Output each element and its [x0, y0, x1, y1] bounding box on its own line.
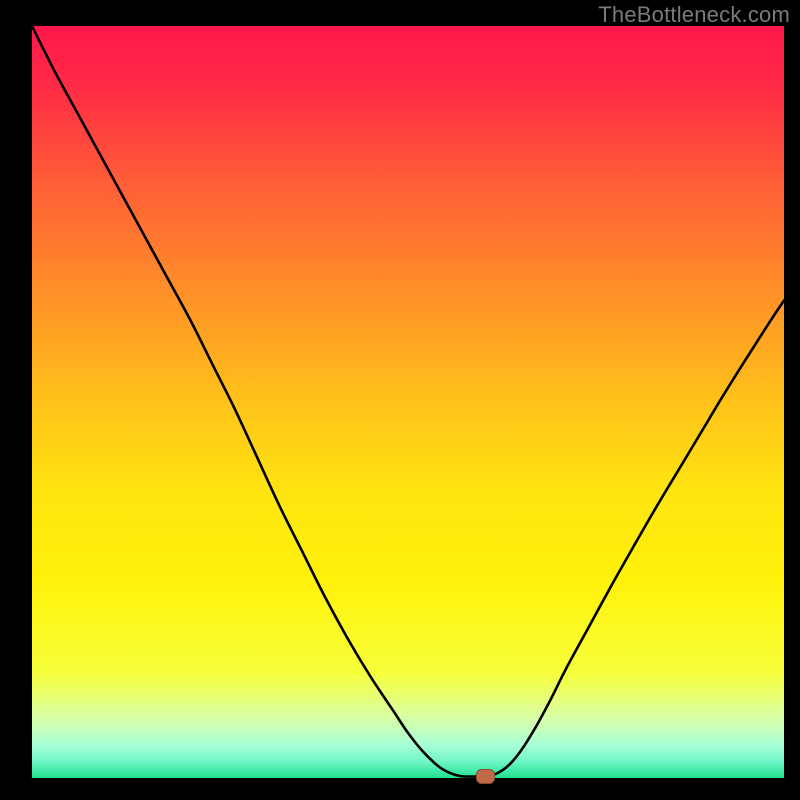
chart-stage: TheBottleneck.com: [0, 0, 800, 800]
plot-background: [32, 26, 784, 778]
watermark-text: TheBottleneck.com: [598, 2, 790, 28]
bottleneck-chart: [0, 0, 800, 800]
optimum-marker: [476, 770, 494, 784]
